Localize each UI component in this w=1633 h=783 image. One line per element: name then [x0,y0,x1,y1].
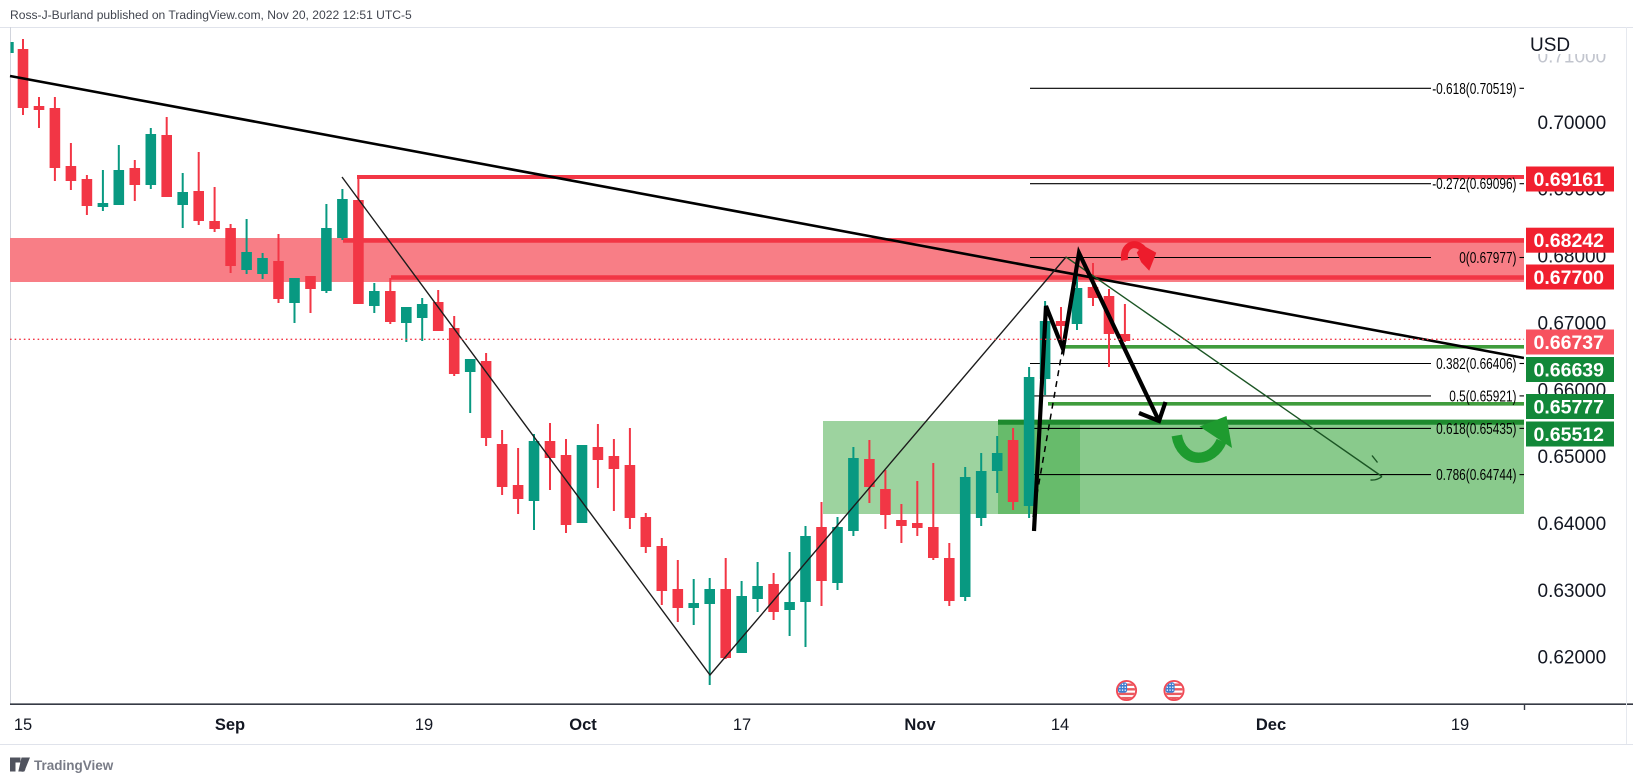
svg-text:-0.272(0.69096): -0.272(0.69096) [1432,176,1516,193]
svg-text:Sep: Sep [215,716,245,734]
svg-text:TradingView: TradingView [34,758,114,773]
svg-text:19: 19 [415,716,433,734]
svg-text:0.65000: 0.65000 [1538,447,1607,468]
svg-text:Dec: Dec [1256,716,1286,734]
svg-text:-0.618(0.70519): -0.618(0.70519) [1432,81,1516,98]
svg-text:0.786(0.64744): 0.786(0.64744) [1436,467,1516,484]
svg-text:17: 17 [733,716,751,734]
svg-text:0.65512: 0.65512 [1534,424,1605,446]
svg-text:0.67700: 0.67700 [1534,267,1605,289]
svg-text:Nov: Nov [904,716,936,734]
svg-text:0.64000: 0.64000 [1538,514,1607,535]
svg-text:0.5(0.65921): 0.5(0.65921) [1449,388,1516,405]
svg-text:USD: USD [1530,35,1570,56]
svg-text:0.63000: 0.63000 [1538,581,1607,602]
svg-text:0.62000: 0.62000 [1538,648,1607,669]
svg-text:0.65777: 0.65777 [1534,396,1605,418]
svg-text:0.67000: 0.67000 [1538,313,1607,334]
svg-text:19: 19 [1451,716,1469,734]
svg-text:0.66737: 0.66737 [1534,332,1605,354]
svg-text:Ross-J-Burland published on Tr: Ross-J-Burland published on TradingView.… [10,8,412,22]
svg-text:0.66639: 0.66639 [1534,359,1605,381]
svg-text:0(0.67977): 0(0.67977) [1459,250,1516,267]
svg-text:14: 14 [1051,716,1069,734]
svg-text:0.382(0.66406): 0.382(0.66406) [1436,356,1516,373]
svg-text:0.68242: 0.68242 [1534,230,1605,252]
svg-text:0.69161: 0.69161 [1534,169,1605,191]
svg-text:15: 15 [14,716,32,734]
svg-text:Oct: Oct [569,716,597,734]
svg-text:0.618(0.65435): 0.618(0.65435) [1436,421,1516,438]
svg-text:0.70000: 0.70000 [1538,113,1607,134]
